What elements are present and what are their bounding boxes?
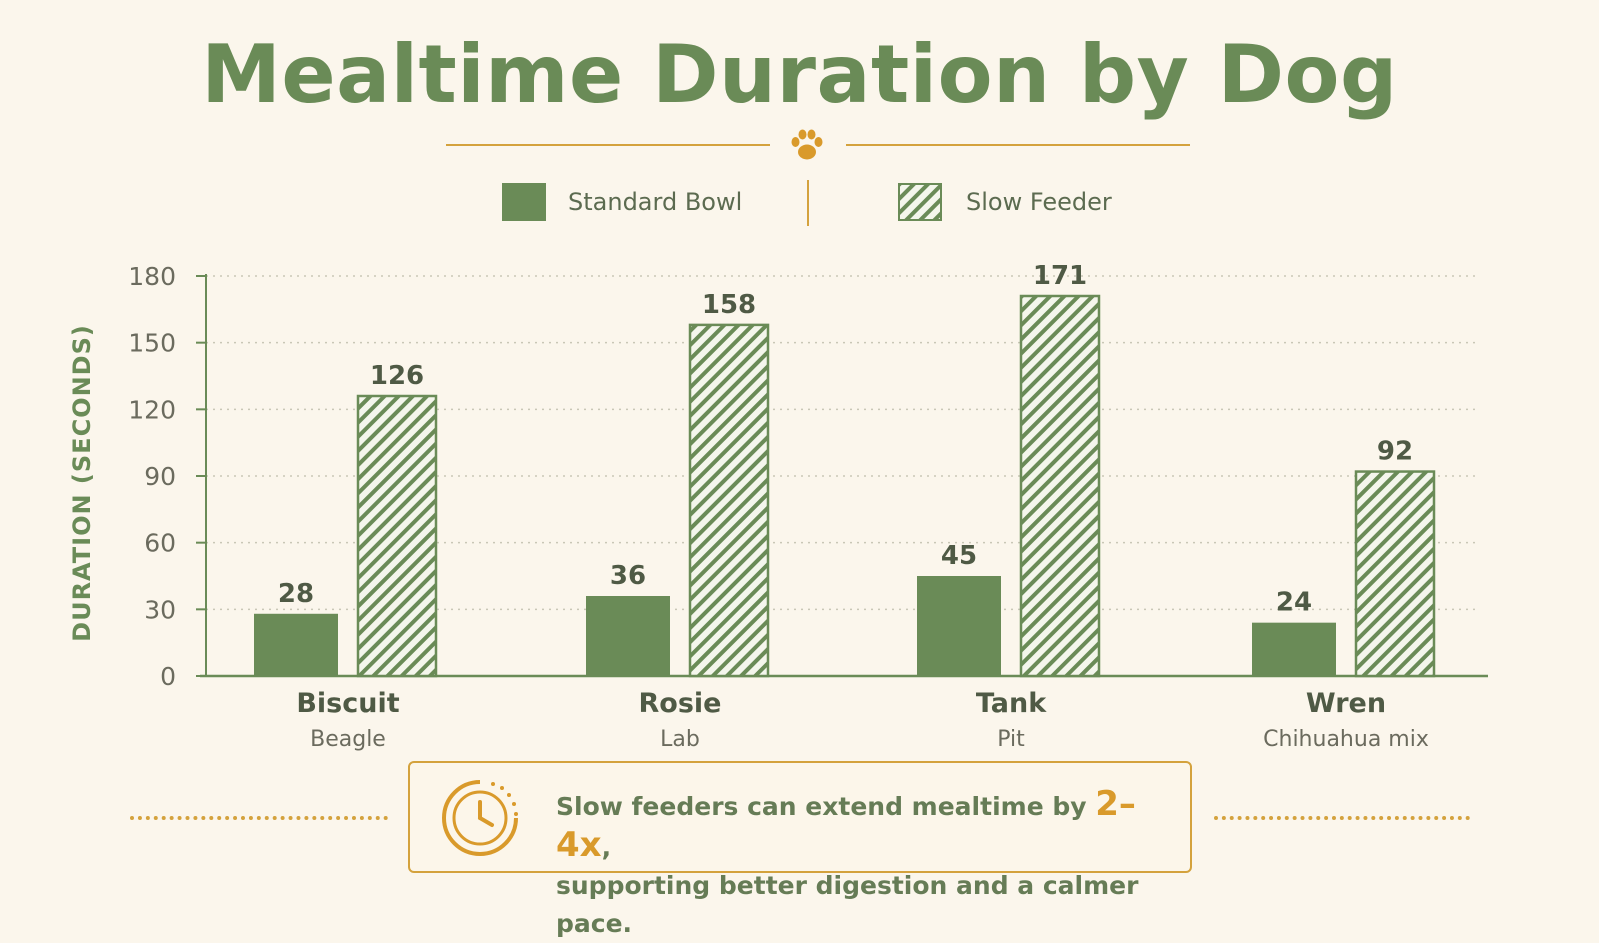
- data-label-slow-feeder: 158: [702, 290, 756, 320]
- legend-divider: [807, 180, 809, 226]
- y-tick-label: 30: [144, 595, 176, 624]
- bar-chart: 0 30 60 90 120 150 180 DURATION (SECONDS) 28 126 B…: [68, 261, 1488, 752]
- x-tick-label-breed: Chihuahua mix: [1263, 727, 1429, 752]
- callout-line-1-end: ,: [601, 833, 612, 862]
- y-tick-label: 60: [144, 529, 176, 558]
- legend-label-standard-bowl: Standard Bowl: [568, 188, 743, 216]
- legend-swatch-standard-bowl: [502, 183, 546, 221]
- x-tick-label-breed: Lab: [660, 727, 700, 752]
- data-label-slow-feeder: 126: [370, 361, 424, 391]
- chart-title: Mealtime Duration by Dog: [201, 28, 1398, 121]
- insight-callout: Slow feeders can extend mealtime by 2–4x…: [408, 761, 1192, 938]
- bar-standard-bowl: [1252, 622, 1336, 676]
- y-tick-label: 150: [128, 329, 176, 358]
- title-rule-left: [446, 144, 770, 146]
- y-tick-label: 0: [160, 662, 176, 691]
- bar-slow-feeder: [1354, 470, 1436, 678]
- legend-swatch-slow-feeder: [898, 183, 942, 221]
- x-tick-label-dog-name: Rosie: [639, 688, 722, 719]
- data-label-standard-bowl: 24: [1276, 588, 1312, 618]
- bar-standard-bowl: [586, 596, 670, 676]
- x-tick-label-dog-name: Wren: [1306, 688, 1386, 719]
- y-tick-label: 120: [128, 395, 176, 424]
- data-label-slow-feeder: 171: [1033, 261, 1087, 291]
- bar-slow-feeder: [688, 323, 770, 678]
- callout-line-1: Slow feeders can extend mealtime by 2–4x…: [556, 785, 1176, 867]
- y-axis-title: DURATION (SECONDS): [68, 324, 96, 642]
- x-tick-label-dog-name: Tank: [976, 688, 1047, 719]
- title-rule-right: [846, 144, 1190, 146]
- data-label-standard-bowl: 36: [610, 561, 646, 591]
- clock-icon: [442, 780, 518, 856]
- data-label-slow-feeder: 92: [1377, 437, 1413, 467]
- callout-highlight: 2–4x: [556, 784, 1136, 865]
- callout-text: Slow feeders can extend mealtime by 2–4x…: [556, 785, 1176, 943]
- legend-label-slow-feeder: Slow Feeder: [966, 188, 1112, 216]
- bar-standard-bowl: [254, 613, 338, 676]
- x-tick-label-breed: Beagle: [310, 727, 386, 752]
- bar-slow-feeder: [1019, 294, 1101, 678]
- data-label-standard-bowl: 45: [941, 541, 977, 571]
- callout-dots-left: [130, 816, 388, 820]
- paw-icon: [791, 129, 823, 160]
- bar-standard-bowl: [917, 576, 1001, 676]
- y-tick-label: 180: [128, 262, 176, 291]
- x-tick-label-breed: Pit: [997, 727, 1025, 752]
- callout-line-2: supporting better digestion and a calmer…: [556, 871, 1139, 938]
- callout-dots-right: [1214, 816, 1470, 820]
- x-tick-label-dog-name: Biscuit: [296, 688, 399, 719]
- y-tick-label: 90: [144, 462, 176, 491]
- bar-slow-feeder: [356, 394, 438, 678]
- callout-line-1-text: Slow feeders can extend mealtime by: [556, 792, 1096, 821]
- data-label-standard-bowl: 28: [278, 579, 314, 609]
